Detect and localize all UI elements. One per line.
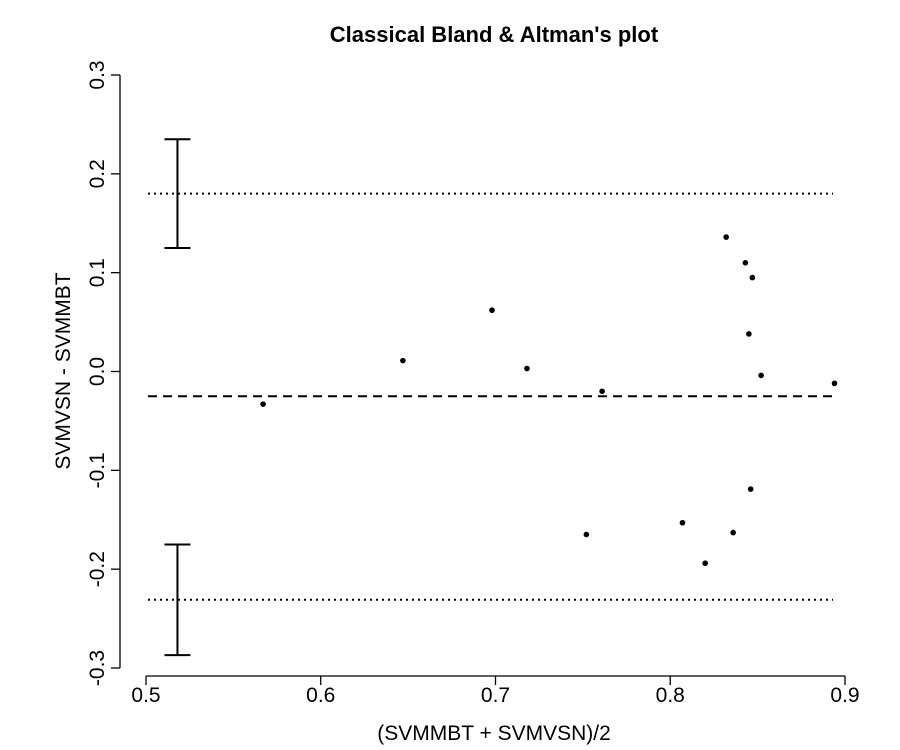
y-tick-label: 0.1 (86, 258, 109, 287)
data-point (747, 486, 754, 492)
data-point (524, 365, 530, 372)
x-tick-label: 0.9 (830, 684, 859, 707)
data-points (260, 234, 838, 567)
data-point (702, 560, 708, 567)
data-point (679, 519, 686, 526)
reference-lines (148, 192, 833, 601)
data-point (831, 380, 838, 387)
y-tick-label: -0.1 (86, 452, 109, 488)
data-point (742, 259, 749, 266)
data-point (583, 531, 590, 538)
x-tick-label: 0.6 (306, 684, 335, 707)
x-axis: 0.5 0.6 0.7 0.8 0.9 (131, 675, 860, 707)
data-point (758, 372, 764, 379)
chart-title: Classical Bland & Altman's plot (330, 22, 659, 47)
upper-limit-ci-bar (164, 138, 191, 249)
lower-limit-ci-bar (164, 543, 191, 657)
x-axis-label: (SVMMBT + SVMVSN)/2 (377, 722, 611, 745)
data-point (260, 401, 266, 407)
data-point (730, 529, 736, 536)
y-tick-label: -0.3 (86, 650, 109, 686)
confidence-interval-bars (164, 138, 191, 657)
data-point (489, 307, 495, 314)
y-tick-label: 0.2 (86, 159, 109, 188)
data-point (723, 234, 729, 240)
y-tick-label: -0.2 (86, 551, 109, 587)
x-tick-label: 0.8 (656, 684, 685, 707)
y-tick-label: 0.3 (86, 60, 109, 89)
data-point (746, 331, 752, 337)
data-point (749, 274, 756, 281)
data-point (400, 357, 406, 364)
y-axis: -0.3 -0.2 -0.1 0.0 0.1 0.2 0.3 (86, 60, 121, 686)
y-tick-label: 0.0 (86, 357, 109, 386)
y-axis-label: SVMVSN - SVMMBT (52, 272, 75, 469)
x-tick-label: 0.7 (481, 684, 510, 707)
data-point (599, 388, 605, 395)
x-tick-label: 0.5 (131, 684, 160, 707)
